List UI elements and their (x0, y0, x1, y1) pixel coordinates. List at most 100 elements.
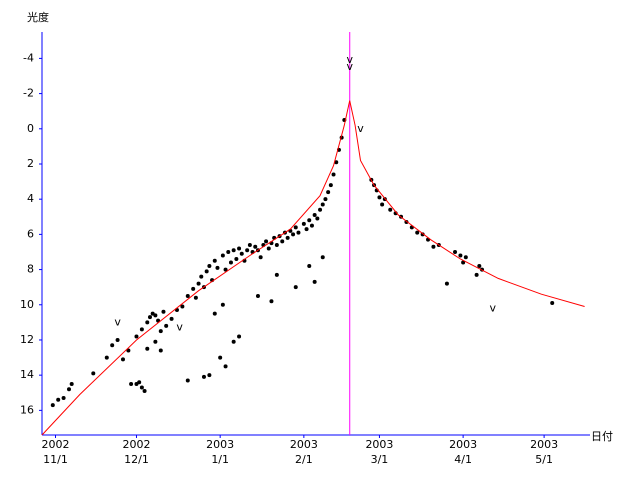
data-point (139, 385, 144, 390)
data-point (180, 304, 185, 309)
v-marker: v (114, 315, 121, 328)
data-point (129, 381, 134, 386)
data-point (185, 378, 190, 383)
data-point (61, 396, 66, 401)
y-tick-label: 16 (20, 403, 34, 416)
data-point (312, 279, 317, 284)
data-point (196, 281, 201, 286)
data-point (304, 227, 309, 232)
data-point (207, 264, 212, 269)
v-marker: v (346, 60, 353, 73)
x-tick-label: 5/1 (535, 453, 553, 466)
data-point (301, 221, 306, 226)
data-point (293, 285, 298, 290)
data-point (253, 244, 258, 249)
x-axis-label: 日付 (591, 430, 613, 443)
data-point (461, 260, 466, 265)
data-point (185, 293, 190, 298)
data-point (207, 373, 212, 378)
x-tick-label: 2003 (449, 438, 477, 451)
data-point (320, 202, 325, 207)
x-tick-label: 11/1 (43, 453, 68, 466)
model-curve (41, 100, 585, 436)
data-point (142, 389, 147, 394)
data-point (104, 355, 109, 360)
y-tick-label: 10 (20, 298, 34, 311)
data-point (66, 387, 71, 392)
data-point (164, 323, 169, 328)
data-point (158, 329, 163, 334)
data-point (137, 380, 142, 385)
data-point (320, 255, 325, 260)
x-tick-label: 2002 (122, 438, 150, 451)
y-tick-label: 2 (27, 157, 34, 170)
data-point (147, 315, 152, 320)
data-point (318, 207, 323, 212)
x-tick-label: 2002 (41, 438, 69, 451)
data-point (69, 381, 74, 386)
data-point (228, 260, 233, 265)
x-tick-label: 12/1 (124, 453, 149, 466)
data-point (388, 207, 393, 212)
data-point (331, 172, 336, 177)
data-point (285, 235, 290, 240)
data-point (153, 339, 158, 344)
data-point (477, 264, 482, 269)
data-point (326, 190, 331, 195)
data-point (161, 309, 166, 314)
data-point (280, 239, 285, 244)
data-point (237, 334, 242, 339)
data-point (380, 202, 385, 207)
data-point (223, 364, 228, 369)
data-point (134, 334, 139, 339)
data-point (220, 253, 225, 258)
data-point (204, 269, 209, 274)
data-point (231, 339, 236, 344)
y-tick-label: -4 (23, 51, 34, 64)
y-tick-label: -2 (23, 87, 34, 100)
data-point (323, 197, 328, 202)
data-point (444, 281, 449, 286)
data-point (431, 244, 436, 249)
data-point (139, 327, 144, 332)
data-point (293, 225, 298, 230)
data-point (231, 248, 236, 253)
data-point (266, 246, 271, 251)
data-point (237, 246, 242, 251)
y-tick-label: 6 (27, 227, 34, 240)
data-point (307, 218, 312, 223)
data-point (145, 346, 150, 351)
data-point (453, 249, 458, 254)
data-point (212, 258, 217, 263)
x-tick-label: 1/1 (211, 453, 229, 466)
y-axis-label: 光度 (27, 10, 49, 24)
data-point (291, 232, 296, 237)
data-point (307, 264, 312, 269)
data-point (193, 295, 198, 300)
data-point (474, 272, 479, 277)
y-tick-label: 0 (27, 122, 34, 135)
data-point (550, 301, 555, 306)
data-point (377, 195, 382, 200)
x-tick-label: 2003 (530, 438, 558, 451)
data-point (296, 230, 301, 235)
data-point (169, 316, 174, 321)
data-point (328, 183, 333, 188)
data-point (223, 267, 228, 272)
data-point (199, 274, 204, 279)
data-point (220, 302, 225, 307)
y-tick-label: 14 (20, 368, 34, 381)
data-point (315, 216, 320, 221)
v-marker: v (346, 53, 353, 66)
x-tick-label: 2003 (365, 438, 393, 451)
data-point (239, 251, 244, 256)
data-point (415, 230, 420, 235)
y-tick-label: 4 (27, 192, 34, 205)
x-tick-label: 2003 (290, 438, 318, 451)
data-point (255, 293, 260, 298)
data-point (245, 248, 250, 253)
data-point (463, 255, 468, 260)
data-point (145, 320, 150, 325)
data-point (191, 286, 196, 291)
data-point (110, 343, 115, 348)
